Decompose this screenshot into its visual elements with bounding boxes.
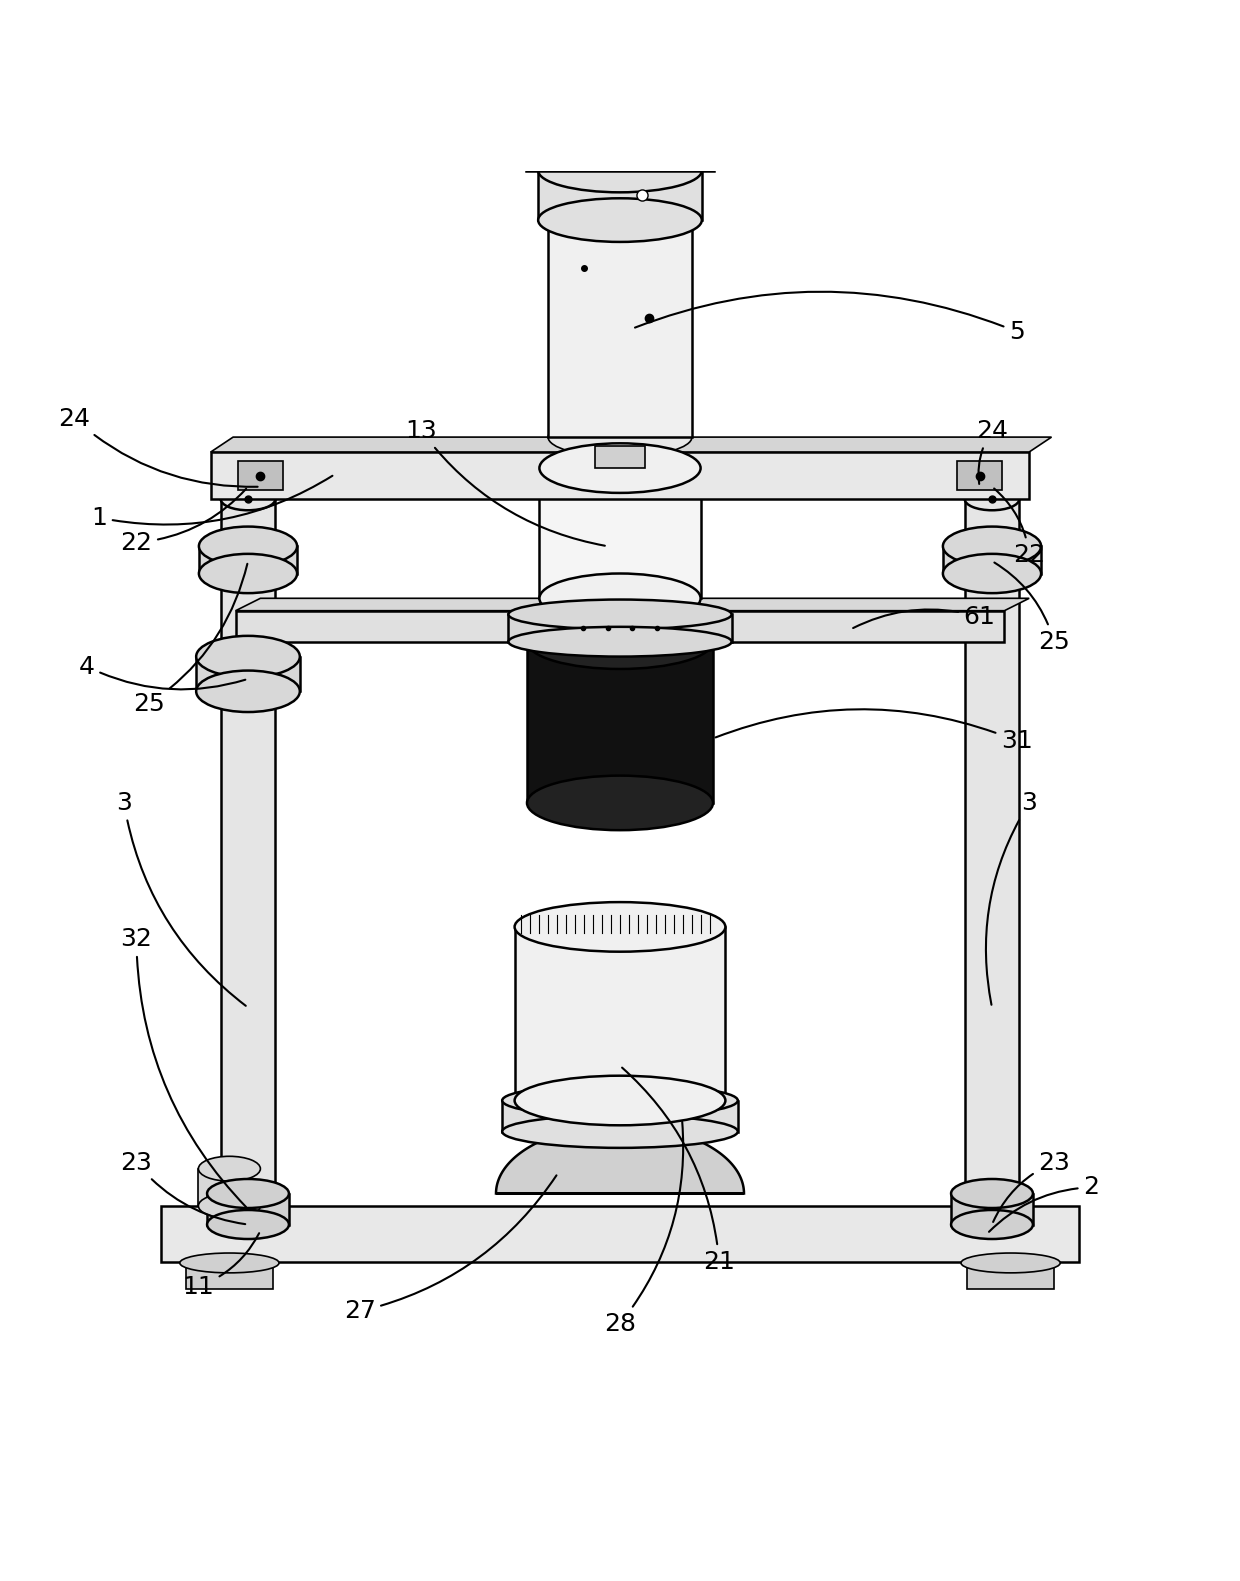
- FancyBboxPatch shape: [967, 1262, 1054, 1289]
- FancyBboxPatch shape: [539, 468, 701, 598]
- Ellipse shape: [198, 526, 298, 566]
- FancyBboxPatch shape: [526, 144, 714, 171]
- Ellipse shape: [502, 1115, 738, 1148]
- Text: 25: 25: [133, 564, 247, 716]
- Ellipse shape: [951, 1209, 1033, 1240]
- Text: 25: 25: [994, 563, 1070, 653]
- FancyBboxPatch shape: [951, 1194, 1033, 1225]
- Text: 24: 24: [58, 406, 258, 487]
- Text: 24: 24: [976, 419, 1008, 484]
- Text: 11: 11: [182, 1233, 259, 1298]
- Ellipse shape: [548, 417, 692, 457]
- Ellipse shape: [180, 1254, 279, 1273]
- Ellipse shape: [965, 1183, 1019, 1205]
- Ellipse shape: [548, 201, 692, 240]
- Ellipse shape: [196, 670, 300, 711]
- Text: 4: 4: [79, 655, 246, 689]
- Ellipse shape: [196, 636, 300, 677]
- Ellipse shape: [508, 626, 732, 656]
- Ellipse shape: [539, 443, 701, 493]
- FancyBboxPatch shape: [238, 460, 283, 490]
- FancyBboxPatch shape: [207, 1194, 289, 1225]
- Ellipse shape: [961, 1254, 1060, 1273]
- FancyBboxPatch shape: [957, 460, 1002, 490]
- Ellipse shape: [221, 1183, 275, 1205]
- Text: 2: 2: [990, 1175, 1099, 1232]
- Text: 22: 22: [994, 489, 1045, 568]
- Ellipse shape: [207, 1179, 289, 1208]
- Polygon shape: [236, 598, 1029, 610]
- FancyBboxPatch shape: [161, 1206, 1079, 1262]
- FancyBboxPatch shape: [515, 926, 725, 1100]
- Ellipse shape: [527, 776, 713, 830]
- Text: 13: 13: [405, 419, 605, 545]
- Polygon shape: [496, 1126, 744, 1194]
- FancyBboxPatch shape: [942, 545, 1042, 574]
- Text: 3: 3: [117, 790, 246, 1006]
- Text: 27: 27: [343, 1175, 557, 1323]
- FancyBboxPatch shape: [538, 171, 702, 220]
- FancyBboxPatch shape: [221, 500, 275, 1194]
- Ellipse shape: [198, 1156, 260, 1181]
- FancyBboxPatch shape: [508, 615, 732, 642]
- Ellipse shape: [508, 599, 732, 629]
- FancyBboxPatch shape: [548, 220, 692, 436]
- Text: 21: 21: [622, 1067, 735, 1274]
- Text: 23: 23: [120, 1151, 246, 1224]
- FancyBboxPatch shape: [186, 1262, 273, 1289]
- Ellipse shape: [502, 1085, 738, 1116]
- Text: 5: 5: [635, 291, 1024, 343]
- Ellipse shape: [951, 1179, 1033, 1208]
- Ellipse shape: [515, 1075, 725, 1126]
- FancyBboxPatch shape: [527, 642, 713, 803]
- Text: 1: 1: [92, 476, 332, 530]
- FancyBboxPatch shape: [211, 452, 1029, 500]
- Text: 32: 32: [120, 928, 246, 1206]
- Text: 22: 22: [120, 489, 247, 555]
- FancyBboxPatch shape: [236, 610, 1004, 642]
- FancyBboxPatch shape: [502, 1100, 738, 1132]
- FancyBboxPatch shape: [196, 656, 300, 691]
- Text: 3: 3: [986, 790, 1037, 1006]
- FancyBboxPatch shape: [965, 500, 1019, 1194]
- Ellipse shape: [539, 574, 701, 623]
- Ellipse shape: [942, 553, 1042, 593]
- Ellipse shape: [221, 489, 275, 511]
- Ellipse shape: [207, 1209, 289, 1240]
- FancyBboxPatch shape: [198, 1168, 260, 1206]
- Ellipse shape: [515, 903, 725, 952]
- Text: 28: 28: [604, 1123, 683, 1336]
- Polygon shape: [211, 436, 1052, 452]
- Ellipse shape: [198, 553, 298, 593]
- Text: 61: 61: [853, 606, 996, 629]
- FancyBboxPatch shape: [198, 545, 298, 574]
- Ellipse shape: [198, 1194, 260, 1219]
- Ellipse shape: [965, 489, 1019, 511]
- Ellipse shape: [538, 149, 702, 193]
- Ellipse shape: [538, 198, 702, 242]
- FancyBboxPatch shape: [595, 446, 645, 468]
- Ellipse shape: [942, 526, 1042, 566]
- Ellipse shape: [526, 122, 714, 164]
- Text: 23: 23: [993, 1151, 1070, 1222]
- Text: 31: 31: [715, 710, 1033, 753]
- Ellipse shape: [527, 615, 713, 669]
